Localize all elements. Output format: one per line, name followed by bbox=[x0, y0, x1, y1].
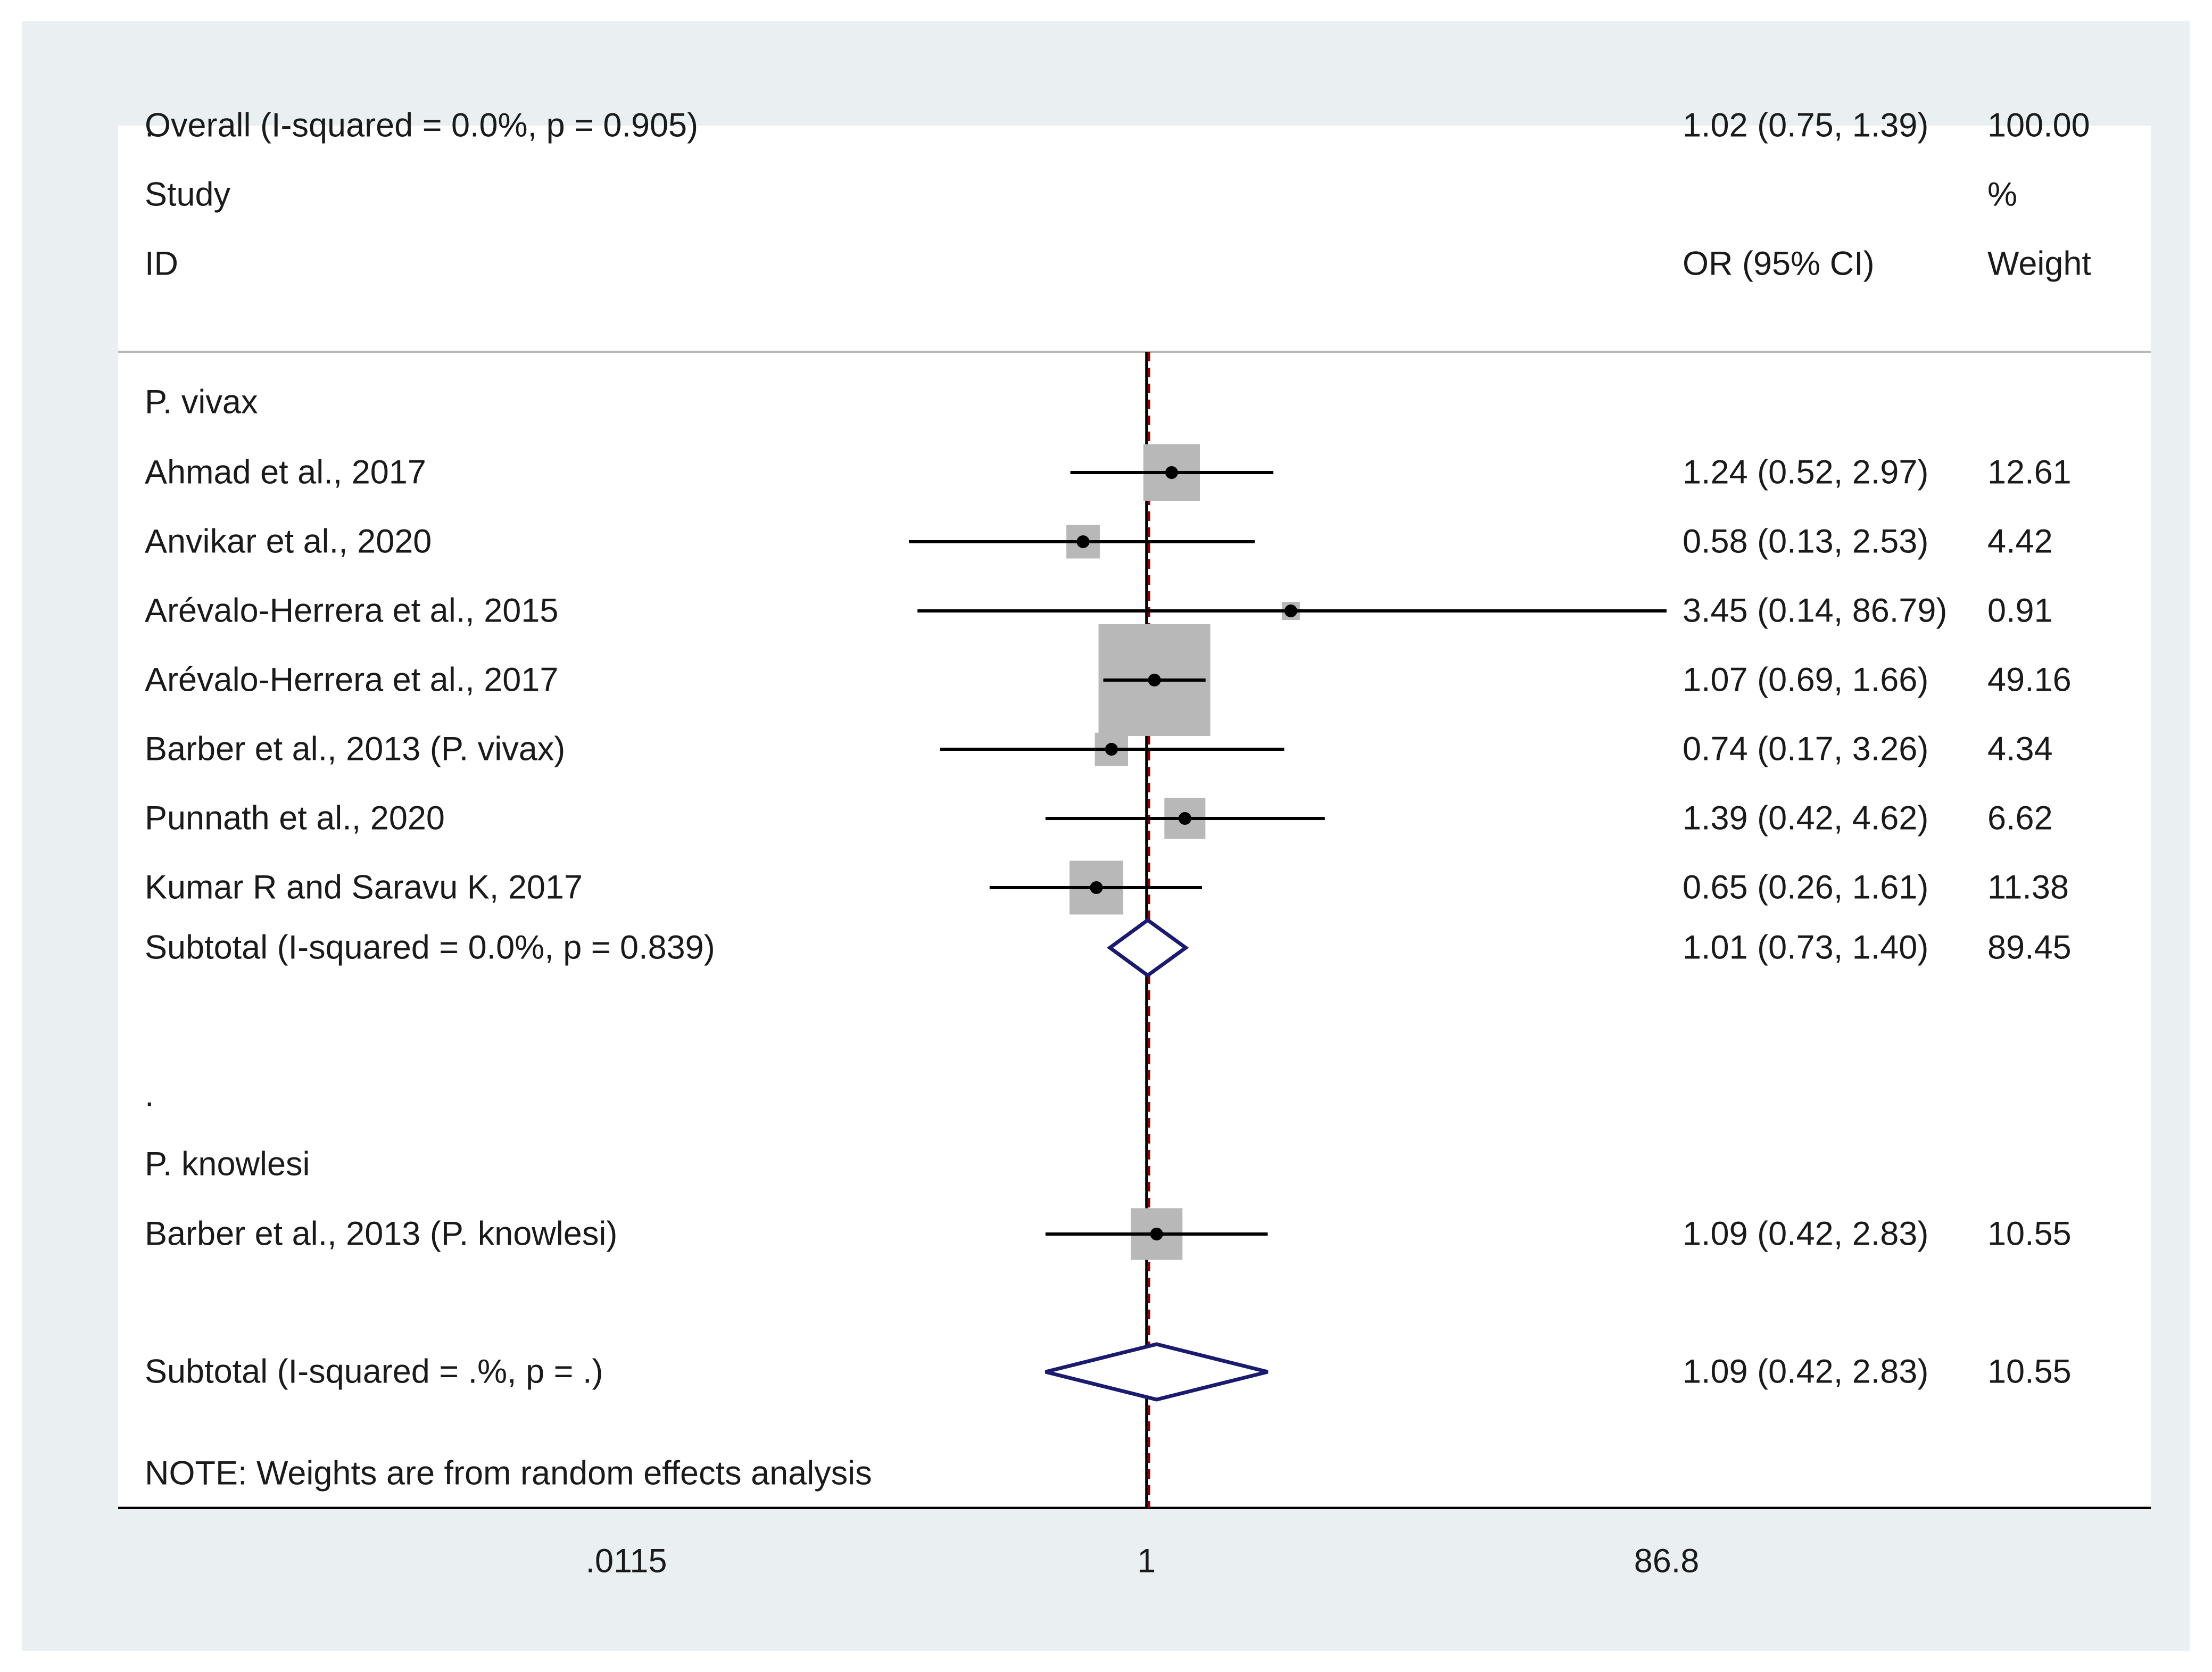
weight-text: 12.61 bbox=[1987, 453, 2072, 491]
ci-text: 1.02 (0.75, 1.39) bbox=[1683, 106, 1929, 144]
weight-text: 6.62 bbox=[1987, 799, 2053, 837]
row-label: Overall (I-squared = 0.0%, p = 0.905) bbox=[145, 106, 699, 144]
ci-text: 0.58 (0.13, 2.53) bbox=[1683, 523, 1929, 560]
header-weight: Weight bbox=[1987, 245, 2091, 283]
plot-panel: Study ID OR (95% CI) % Weight P. vivax Ah… bbox=[118, 109, 2151, 1578]
ci-text: 1.01 (0.73, 1.40) bbox=[1683, 929, 1929, 966]
ci-text: 0.74 (0.17, 3.26) bbox=[1683, 730, 1929, 768]
x-tick-label: 86.8 bbox=[1634, 1542, 1700, 1580]
weight-text: 4.42 bbox=[1987, 523, 2053, 560]
row-label: Subtotal (I-squared = 0.0%, p = 0.839) bbox=[145, 929, 715, 966]
point-estimate bbox=[1284, 605, 1297, 617]
x-tick-label: 1 bbox=[1137, 1542, 1156, 1580]
row-label: Kumar R and Saravu K, 2017 bbox=[145, 868, 583, 906]
row-label: Barber et al., 2013 (P. vivax) bbox=[145, 730, 566, 768]
point-estimate bbox=[1105, 743, 1118, 756]
spacer-dot: . bbox=[145, 106, 154, 144]
weight-text: 10.55 bbox=[1987, 1353, 2072, 1390]
weight-text: 100.00 bbox=[1987, 106, 2090, 144]
ci-text: 1.39 (0.42, 4.62) bbox=[1683, 799, 1929, 837]
weight-text: 49.16 bbox=[1987, 661, 2072, 699]
weight-text: 11.38 bbox=[1987, 868, 2069, 906]
forest-plot-svg bbox=[118, 351, 2151, 1509]
point-estimate bbox=[1076, 535, 1090, 548]
ci-text: 0.65 (0.26, 1.61) bbox=[1683, 868, 1929, 906]
header-estimate: OR (95% CI) bbox=[1683, 245, 1875, 283]
ci-text: 1.07 (0.69, 1.66) bbox=[1683, 661, 1929, 699]
point-estimate bbox=[1165, 466, 1178, 479]
point-estimate bbox=[1148, 674, 1161, 686]
footnote: NOTE: Weights are from random effects an… bbox=[145, 1454, 872, 1492]
row-label: Arévalo-Herrera et al., 2017 bbox=[145, 661, 559, 699]
ci-text: 1.09 (0.42, 2.83) bbox=[1683, 1215, 1929, 1253]
point-estimate bbox=[1150, 1228, 1163, 1240]
point-estimate bbox=[1090, 881, 1103, 894]
x-tick-label: .0115 bbox=[585, 1542, 667, 1580]
row-label: Subtotal (I-squared = .%, p = .) bbox=[145, 1353, 603, 1390]
row-label: Ahmad et al., 2017 bbox=[145, 453, 426, 491]
weight-text: 89.45 bbox=[1987, 929, 2072, 966]
ci-text: 1.09 (0.42, 2.83) bbox=[1683, 1353, 1929, 1390]
spacer-dot: . bbox=[145, 1076, 154, 1114]
row-label: Barber et al., 2013 (P. knowlesi) bbox=[145, 1215, 618, 1253]
figure-frame: Study ID OR (95% CI) % Weight P. vivax Ah… bbox=[22, 21, 2190, 1651]
subtotal-diamond bbox=[1045, 1342, 1269, 1402]
row-label: Anvikar et al., 2020 bbox=[145, 523, 432, 560]
ci-text: 3.45 (0.14, 86.79) bbox=[1683, 592, 1948, 630]
group-label: P. vivax bbox=[145, 383, 258, 421]
ci-text: 1.24 (0.52, 2.97) bbox=[1683, 453, 1929, 491]
subtotal-diamond bbox=[1106, 917, 1189, 978]
weight-text: 10.55 bbox=[1987, 1215, 2072, 1253]
group-label: P. knowlesi bbox=[145, 1145, 310, 1183]
point-estimate bbox=[1178, 812, 1191, 825]
row-label: Arévalo-Herrera et al., 2015 bbox=[145, 592, 559, 630]
weight-text: 4.34 bbox=[1987, 730, 2053, 768]
weight-text: 0.91 bbox=[1987, 592, 2053, 630]
header-weight-percent: % bbox=[1987, 176, 2018, 213]
row-label: Punnath et al., 2020 bbox=[145, 799, 445, 837]
header-study: Study bbox=[145, 176, 231, 213]
header-id: ID bbox=[145, 245, 178, 283]
